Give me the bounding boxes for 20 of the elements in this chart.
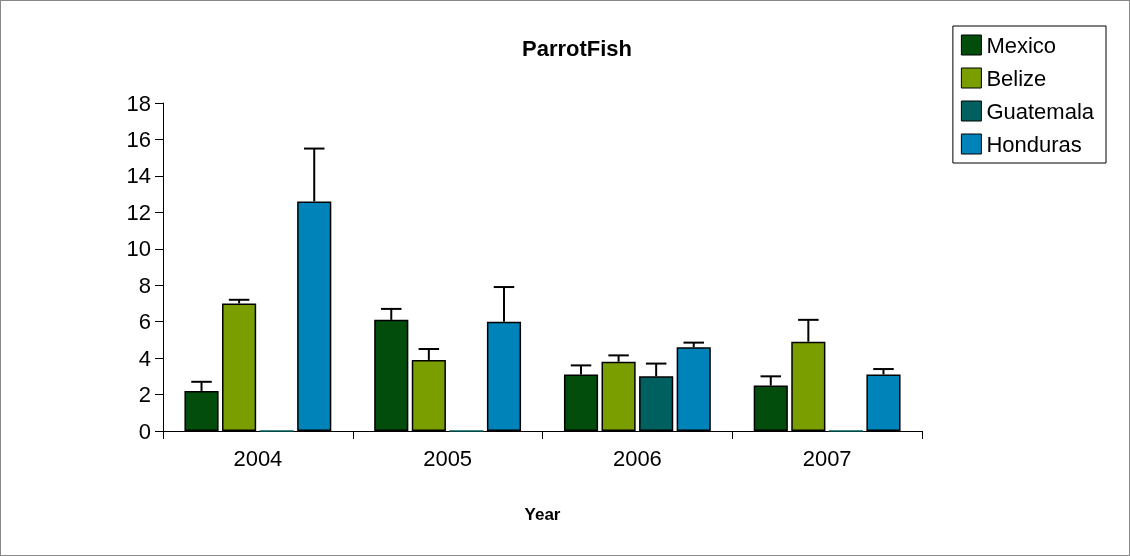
y-tick-label: 14 [126,163,151,189]
x-tick-label: 2007 [802,445,852,471]
legend-label: Honduras [986,131,1082,157]
legend-label: Mexico [986,32,1057,58]
x-tick-label: 2004 [233,445,283,471]
y-tick-label: 10 [126,236,151,262]
x-tick-label: 2005 [423,445,473,471]
legend-label: Belize [986,65,1047,91]
y-tick-label: 6 [138,309,151,335]
x-tick-label: 2006 [612,445,662,471]
y-tick-label: 16 [126,126,151,152]
legend-label: Guatemala [986,98,1095,124]
y-tick-label: 12 [126,199,151,225]
y-tick-label: 8 [138,272,151,298]
y-tick-label: 2 [138,382,151,408]
x-axis-title: Year [524,505,561,524]
y-tick-label: 18 [126,90,151,116]
chart-title: ParrotFish [521,35,633,61]
y-tick-label: 4 [138,345,151,371]
y-tick-label: 0 [138,418,151,444]
